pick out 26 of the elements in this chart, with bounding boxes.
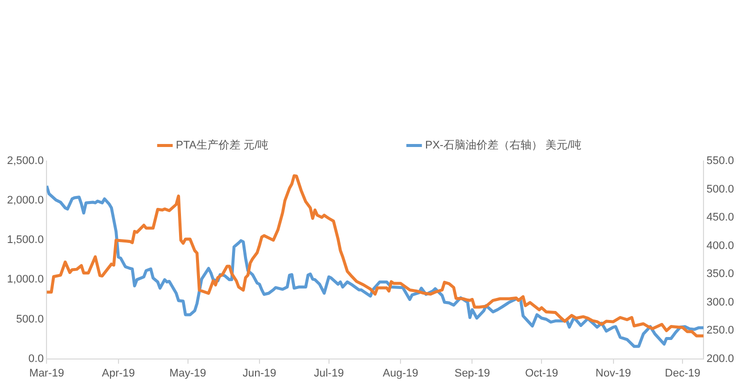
legend-label: PX-石脑油价差（右轴） 美元/吨 — [425, 138, 582, 152]
x-tick-label: Dec-19 — [664, 367, 700, 380]
y2-tick-label: 350.0 — [706, 268, 734, 280]
y2-tick-label: 400.0 — [706, 240, 734, 252]
y2-tick-label: 300.0 — [706, 296, 734, 308]
y-tick-label: 2,500.0 — [7, 155, 44, 168]
y2-tick-label: 500.0 — [706, 183, 734, 196]
x-tick-label: Mar-19 — [29, 367, 64, 380]
y2-tick-label: 450.0 — [706, 212, 734, 224]
y-tick-label: 500.0 — [16, 313, 44, 326]
x-tick-label: Jul-19 — [314, 367, 344, 380]
x-tick-label: Aug-19 — [382, 367, 418, 380]
x-tick-label: May-19 — [169, 367, 206, 380]
y-tick-label: 2,000.0 — [7, 194, 44, 207]
x-tick-label: Oct-19 — [525, 367, 558, 380]
x-tick-label: Apr-19 — [102, 367, 135, 380]
y-tick-label: 1,000.0 — [7, 274, 44, 286]
y-tick-label: 1,500.0 — [7, 234, 44, 246]
x-tick-label: Nov-19 — [596, 367, 632, 380]
y2-tick-label: 550.0 — [706, 155, 734, 168]
x-tick-label: Jun-19 — [242, 367, 276, 380]
y2-tick-label: 200.0 — [706, 352, 734, 365]
x-tick-label: Sep-19 — [454, 367, 490, 380]
legend-label: PTA生产价差 元/吨 — [176, 138, 269, 152]
y-tick-label: 0.0 — [28, 352, 44, 365]
y2-tick-label: 250.0 — [706, 324, 734, 337]
